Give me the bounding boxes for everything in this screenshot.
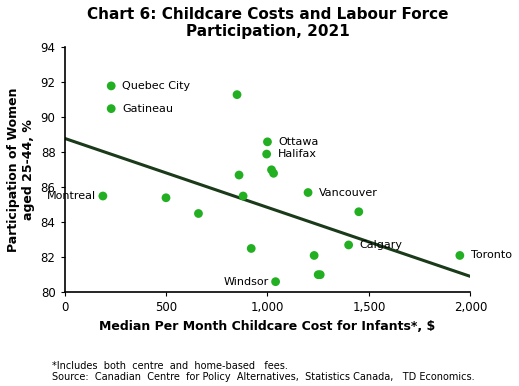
Text: Gatineau: Gatineau xyxy=(122,103,173,113)
Point xyxy=(235,172,243,178)
Text: Halifax: Halifax xyxy=(278,149,317,159)
Point xyxy=(263,139,271,145)
Point xyxy=(194,210,202,217)
X-axis label: Median Per Month Childcare Cost for Infants*, $: Median Per Month Childcare Cost for Infa… xyxy=(99,320,435,333)
Point xyxy=(162,195,170,201)
Text: Vancouver: Vancouver xyxy=(319,188,378,198)
Point xyxy=(271,279,280,285)
Point xyxy=(314,272,322,278)
Point xyxy=(316,272,324,278)
Text: *Includes  both  centre  and  home-based   fees.: *Includes both centre and home-based fee… xyxy=(52,361,288,371)
Point xyxy=(247,245,255,252)
Text: Calgary: Calgary xyxy=(360,240,403,250)
Point xyxy=(354,209,363,215)
Point xyxy=(269,170,278,176)
Text: Ottawa: Ottawa xyxy=(279,137,319,147)
Point xyxy=(99,193,107,199)
Point xyxy=(107,83,115,89)
Point xyxy=(239,193,247,199)
Point xyxy=(304,190,312,196)
Point xyxy=(345,242,353,248)
Point xyxy=(263,151,271,157)
Point xyxy=(310,252,318,259)
Text: Montreal: Montreal xyxy=(47,191,96,201)
Text: Windsor: Windsor xyxy=(223,278,269,287)
Point xyxy=(107,105,115,112)
Y-axis label: Participation of Women
aged 25-44, %: Participation of Women aged 25-44, % xyxy=(7,88,35,252)
Text: Quebec City: Quebec City xyxy=(122,81,190,91)
Text: Source:  Canadian  Centre  for Policy  Alternatives,  Statistics Canada,   TD Ec: Source: Canadian Centre for Policy Alter… xyxy=(52,372,474,383)
Title: Chart 6: Childcare Costs and Labour Force
Participation, 2021: Chart 6: Childcare Costs and Labour Forc… xyxy=(87,7,448,39)
Point xyxy=(456,252,464,259)
Point xyxy=(267,167,276,173)
Point xyxy=(233,91,241,98)
Text: Toronto: Toronto xyxy=(471,251,512,261)
